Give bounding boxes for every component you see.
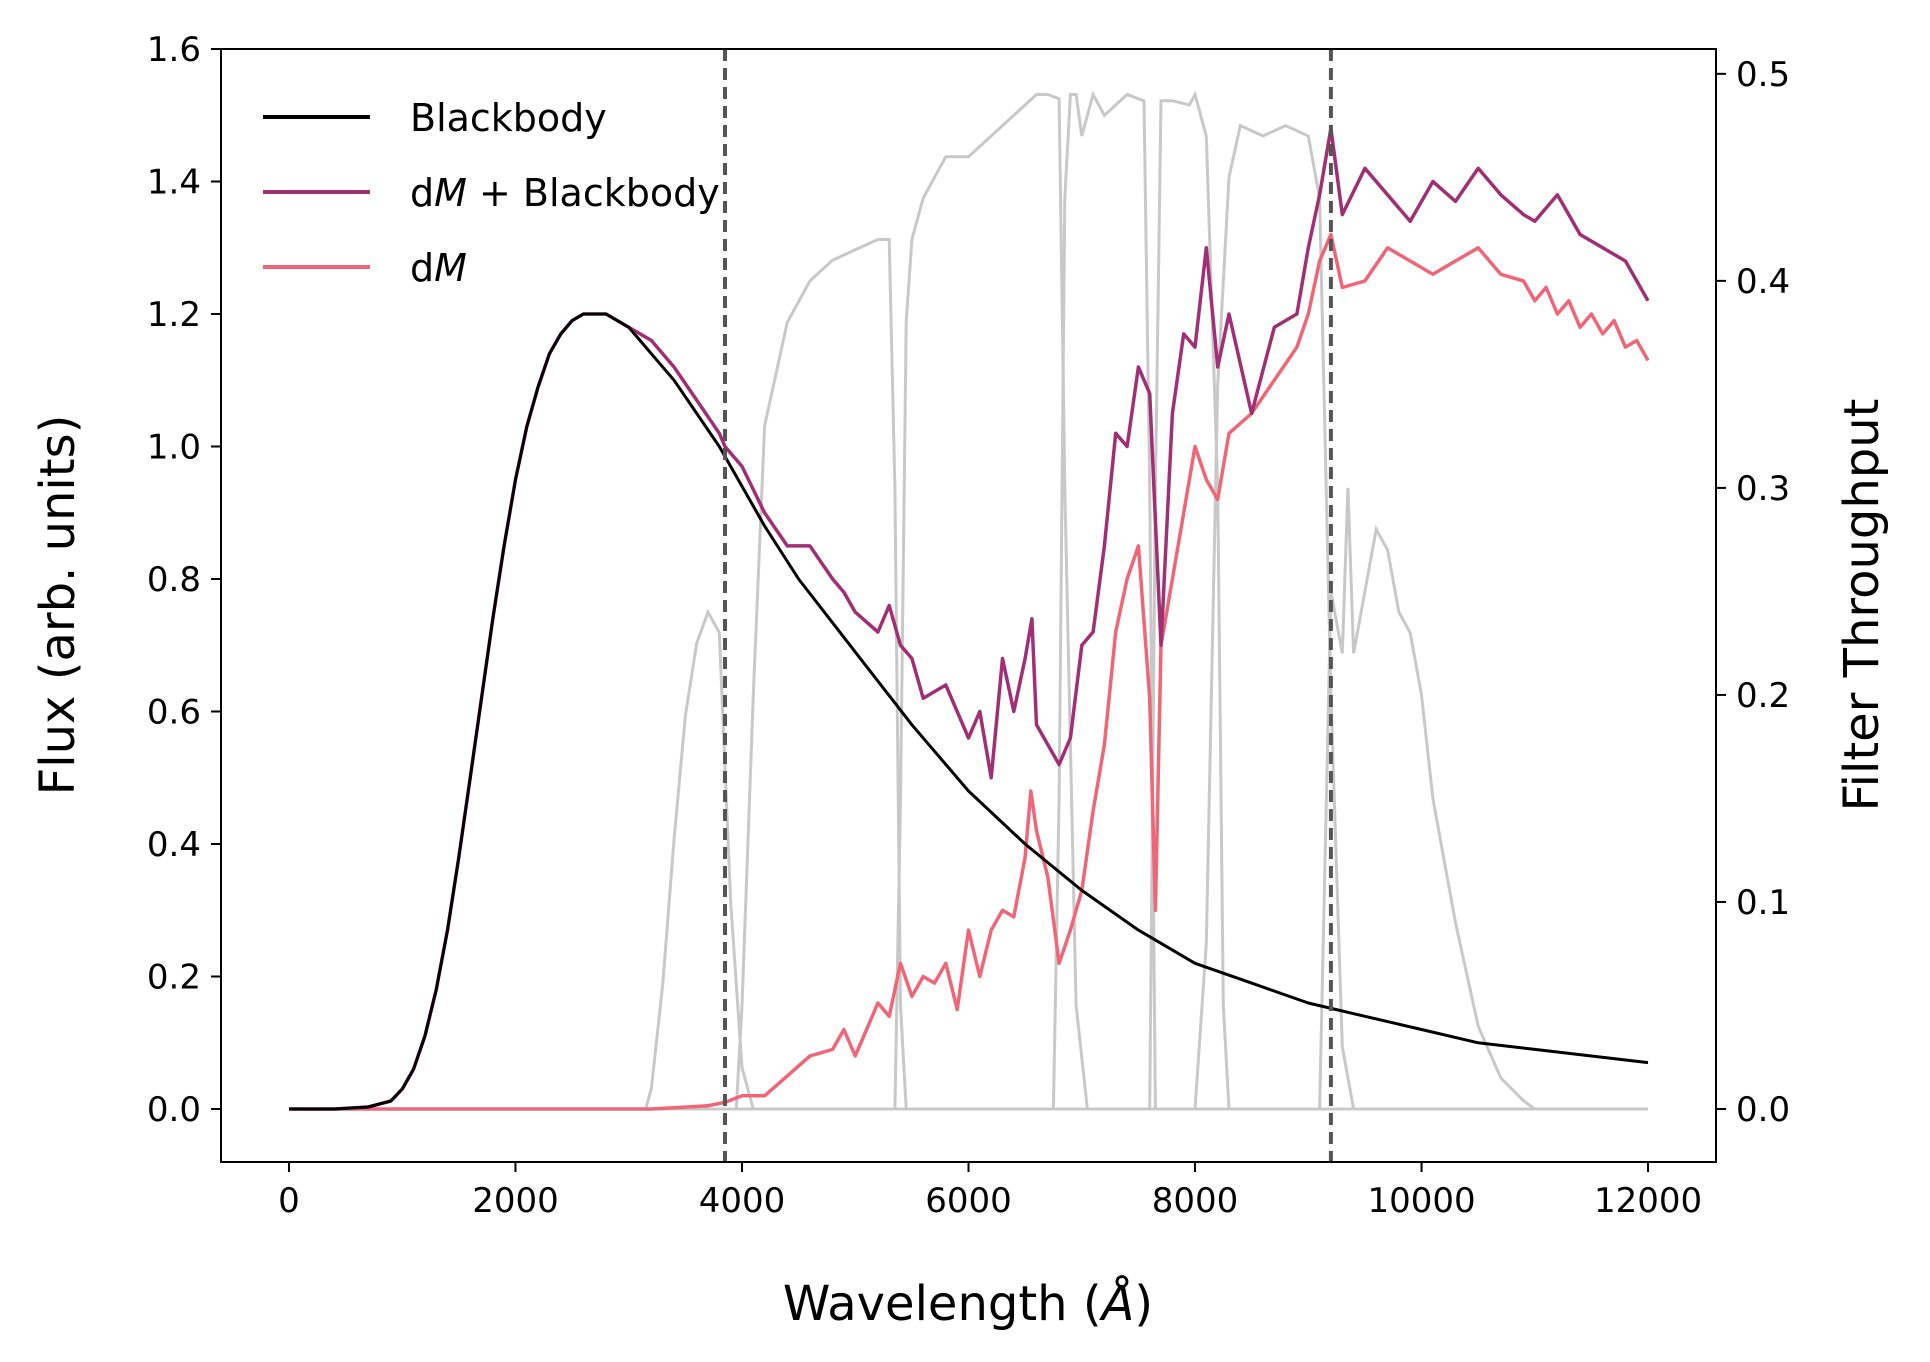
y-axis-right: 0.0 0.1 0.2 0.3 0.4 0.5: [1716, 55, 1790, 1130]
y-right-tick-label: 0.5: [1736, 55, 1790, 95]
y-tick-label: 1.6: [147, 30, 201, 70]
x-tick-label: 6000: [925, 1181, 1012, 1221]
filter-curve-3: [1051, 90, 1157, 1110]
plot-frame: [220, 48, 1717, 1163]
legend: Blackbody dM + Blackbody dM: [263, 96, 720, 290]
y-right-tick-label: 0.3: [1736, 469, 1790, 509]
y-right-tick-label: 0.2: [1736, 676, 1790, 716]
filter-curve-0: [644, 608, 755, 1110]
y-right-tick-label: 0.1: [1736, 883, 1790, 923]
legend-label-blackbody: Blackbody: [410, 96, 607, 140]
series-line-dm: [289, 232, 1650, 1111]
filter-curve-6: [1318, 487, 1536, 1111]
y-tick-label: 0.0: [147, 1090, 201, 1130]
x-tick-label: 12000: [1594, 1181, 1702, 1221]
filter-curve-4: [1148, 90, 1231, 1110]
x-axis: 0 2000 4000 6000 8000 10000 12000: [278, 1162, 1702, 1221]
y-tick-label: 0.8: [147, 560, 201, 600]
x-axis-title: Wavelength (Å): [783, 1275, 1153, 1332]
y-tick-label: 0.4: [147, 825, 201, 865]
x-tick-label: 0: [278, 1181, 300, 1221]
y-tick-label: 1.2: [147, 295, 201, 335]
y-tick-label: 0.2: [147, 958, 201, 998]
x-tick-label: 4000: [699, 1181, 786, 1221]
y-axis-right-title: Filter Throughput: [1834, 399, 1890, 812]
filter-curves: [644, 90, 1649, 1111]
x-tick-label: 10000: [1367, 1181, 1475, 1221]
y-tick-label: 0.6: [147, 693, 201, 733]
y-axis-left: 0.0 0.2 0.4 0.6 0.8 1.0 1.2 1.4 1.6: [147, 30, 221, 1130]
y-tick-label: 1.0: [147, 428, 201, 468]
x-tick-label: 8000: [1152, 1181, 1239, 1221]
y-tick-label: 1.4: [147, 163, 201, 203]
x-tick-label: 2000: [472, 1181, 559, 1221]
vertical-dashed-lines: [722, 49, 1333, 1162]
legend-label-dm: dM: [410, 246, 467, 290]
series-line-blackbody: [289, 312, 1649, 1111]
legend-label-dm_blackbody: dM + Blackbody: [410, 171, 720, 215]
y-axis-title: Flux (arb. units): [30, 415, 86, 796]
filter-curve-1: [734, 238, 908, 1110]
series-lines: [289, 126, 1650, 1111]
y-right-tick-label: 0.4: [1736, 262, 1790, 302]
y-right-tick-label: 0.0: [1736, 1090, 1790, 1130]
